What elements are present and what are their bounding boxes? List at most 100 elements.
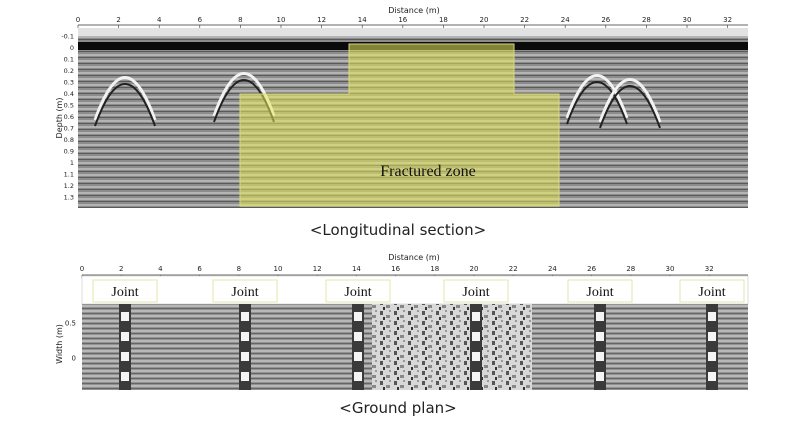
joint-mark — [706, 304, 718, 390]
joint-mark-highlight — [354, 372, 362, 381]
long-x-tick-label: 2 — [116, 16, 120, 24]
long-y-tick-label: 0 — [70, 44, 74, 52]
reflection-hyperbola-shadow — [599, 85, 661, 129]
long-y-tick-label: 1 — [70, 159, 74, 167]
plan-x-tick-label: 2 — [119, 265, 123, 273]
long-x-tick-label: 22 — [520, 16, 529, 24]
plan-x-tick-label: 16 — [391, 265, 400, 273]
plan-y-tick-label: 0.5 — [65, 320, 76, 328]
plan-x-tick-label: 10 — [274, 265, 283, 273]
joint-label-box — [212, 279, 278, 303]
joint-label: Joint — [344, 285, 371, 300]
joint-mark-highlight — [472, 372, 480, 381]
joint-mark-highlight — [708, 352, 716, 361]
plan-x-tick-label: 8 — [237, 265, 241, 273]
long-y-tick-label: 0.9 — [64, 148, 74, 156]
reflection-hyperbola — [93, 76, 157, 121]
joint-mark-highlight — [472, 332, 480, 341]
plan-x-tick-label: 32 — [705, 265, 714, 273]
plan-y-ticks: 0.50 — [65, 320, 76, 363]
joint-mark-highlight — [121, 372, 129, 381]
long-y-axis-title: Depth (m) — [55, 98, 64, 139]
long-x-tick-label: 10 — [277, 16, 286, 24]
plan-x-tick-label: 24 — [548, 265, 557, 273]
joint-mark-highlight — [241, 352, 249, 361]
long-y-tick-label: 1.3 — [64, 194, 74, 202]
longitudinal-caption: <Longitudinal section> — [310, 221, 486, 239]
long-y-tick-label: 0.5 — [64, 102, 74, 110]
joint-label-box — [679, 279, 745, 303]
plan-y-tick-label: 0 — [72, 355, 76, 363]
long-x-tick-label: 24 — [561, 16, 570, 24]
plan-x-tick-label: 4 — [158, 265, 163, 273]
long-x-tick-label: 8 — [238, 16, 242, 24]
plan-fractured-area — [372, 304, 532, 390]
joint-mark-highlight — [472, 312, 480, 321]
plan-x-tick-label: 30 — [666, 265, 675, 273]
plan-x-tick-label: 14 — [352, 265, 361, 273]
reflection-hyperbola-shadow — [566, 81, 628, 125]
plan-x-axis-title: Distance (m) — [388, 253, 440, 262]
long-x-tick-label: 26 — [601, 16, 610, 24]
reflection-hyperbola — [565, 74, 629, 119]
long-y-tick-label: 0.1 — [64, 56, 74, 64]
long-y-tick-label: 0.8 — [64, 136, 74, 144]
long-y-tick-label: 1.1 — [64, 171, 74, 179]
long-x-tick-label: 0 — [76, 16, 80, 24]
joint-mark-highlight — [596, 372, 604, 381]
joint-label: Joint — [462, 285, 489, 300]
joint-mark-highlight — [241, 372, 249, 381]
long-y-tick-label: -0.1 — [61, 33, 74, 41]
plan-x-tick-label: 20 — [470, 265, 479, 273]
reflection-hyperbola — [598, 78, 662, 123]
long-x-tick-label: 14 — [358, 16, 367, 24]
joint-mark-highlight — [596, 312, 604, 321]
long-x-tick-label: 4 — [157, 16, 162, 24]
joint-mark — [119, 304, 131, 390]
joint-mark-highlight — [354, 332, 362, 341]
plan-x-tick-label: 12 — [313, 265, 322, 273]
long-x-tick-label: 28 — [642, 16, 651, 24]
joint-mark-highlight — [596, 332, 604, 341]
joint-mark-highlight — [708, 372, 716, 381]
joint-mark — [594, 304, 606, 390]
plan-x-tick-label: 18 — [430, 265, 439, 273]
joint-label: Joint — [231, 285, 258, 300]
joint-mark — [352, 304, 364, 390]
long-x-tick-label: 18 — [439, 16, 448, 24]
plan-x-ticks: 0 2 4 6 8 10 12 14 16 18 20 22 24 26 28 30 32 — [80, 265, 714, 278]
joint-label-box — [443, 279, 509, 303]
plan-x-tick-label: 22 — [509, 265, 518, 273]
long-y-tick-label: 1.2 — [64, 182, 74, 190]
joint-mark-highlight — [708, 332, 716, 341]
joint-label-box — [567, 279, 633, 303]
joint-mark-highlight — [121, 352, 129, 361]
joint-label-box — [325, 279, 391, 303]
joint-mark — [239, 304, 251, 390]
plan-x-tick-label: 26 — [587, 265, 596, 273]
long-x-tick-label: 12 — [317, 16, 326, 24]
plan-x-tick-label: 6 — [197, 265, 202, 273]
joint-label-strip — [81, 275, 749, 305]
long-x-tick-label: 30 — [683, 16, 692, 24]
plan-x-tick-label: 0 — [80, 265, 84, 273]
longitudinal-section: Distance (m) 0 2 4 6 8 10 12 14 16 18 20 22 24 26 28 30… — [55, 6, 748, 239]
long-y-tick-label: 0.2 — [64, 67, 74, 75]
joint-label: Joint — [111, 285, 138, 300]
long-x-tick-label: 6 — [198, 16, 203, 24]
long-y-tick-label: 0.6 — [64, 113, 74, 121]
joint-mark-highlight — [596, 352, 604, 361]
joint-mark-highlight — [472, 352, 480, 361]
reflection-hyperbola-shadow — [94, 83, 156, 127]
long-y-tick-label: 0.3 — [64, 79, 74, 87]
fractured-zone-label: Fractured zone — [380, 163, 476, 180]
joint-label: Joint — [586, 285, 613, 300]
ground-plan: Distance (m) 0 2 4 6 8 10 12 14 16 18 20 22 24 26 28 30… — [55, 253, 749, 417]
joint-mark — [470, 304, 482, 390]
joint-labels: Joint Joint Joint Joint Joint Joint — [92, 279, 745, 303]
joint-label: Joint — [698, 285, 725, 300]
long-x-tick-label: 20 — [480, 16, 489, 24]
long-x-axis-title: Distance (m) — [388, 6, 440, 15]
joint-mark-highlight — [708, 312, 716, 321]
